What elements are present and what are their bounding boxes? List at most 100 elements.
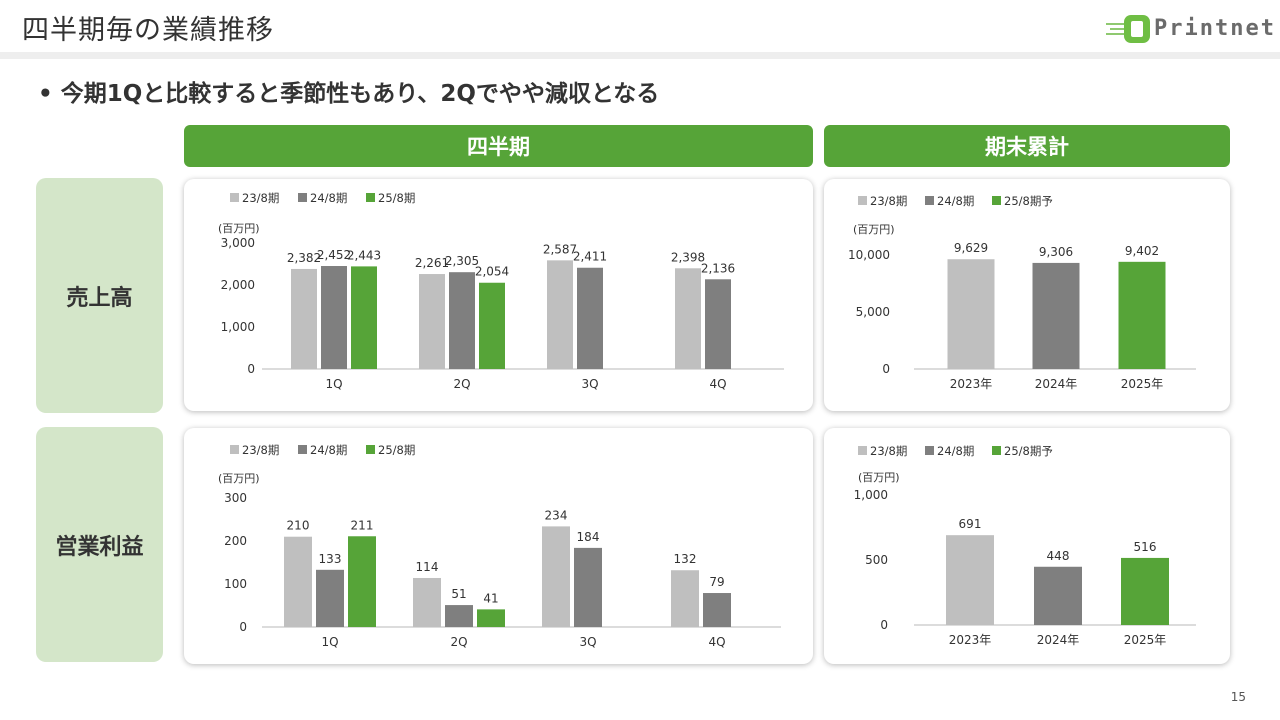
bar bbox=[574, 547, 602, 627]
logo-wordmark: Printnet bbox=[1154, 16, 1276, 41]
bar bbox=[703, 593, 731, 627]
header-cumulative: 期末累計 bbox=[824, 125, 1230, 167]
legend-swatch bbox=[298, 193, 307, 202]
x-tick-label: 2025年 bbox=[1121, 377, 1164, 391]
bar bbox=[419, 274, 445, 369]
data-label: 2,054 bbox=[475, 265, 509, 279]
legend-label: 24/8期 bbox=[310, 191, 347, 205]
bar bbox=[1118, 261, 1166, 369]
data-label: 2,398 bbox=[671, 250, 705, 264]
x-tick-label: 2Q bbox=[450, 635, 467, 649]
bar bbox=[705, 279, 731, 369]
bar bbox=[1121, 557, 1169, 625]
data-label: 51 bbox=[451, 587, 466, 601]
bar bbox=[542, 526, 570, 627]
y-tick-label: 200 bbox=[224, 534, 247, 548]
legend-swatch bbox=[992, 446, 1001, 455]
x-tick-label: 2025年 bbox=[1124, 633, 1167, 647]
row-label-operating-income: 営業利益 bbox=[36, 427, 163, 662]
y-tick-label: 1,000 bbox=[854, 488, 888, 502]
legend-label: 23/8期 bbox=[242, 443, 279, 457]
page-title: 四半期毎の業績推移 bbox=[22, 15, 274, 46]
data-label: 9,402 bbox=[1125, 244, 1159, 258]
data-label: 2,305 bbox=[445, 254, 479, 268]
x-tick-label: 3Q bbox=[581, 377, 598, 391]
y-tick-label: 10,000 bbox=[848, 248, 890, 262]
row-label-sales: 売上高 bbox=[36, 178, 163, 413]
bar bbox=[284, 536, 312, 627]
chart-card-cumulative-op-income: 23/8期 24/8期 25/8期予 (百万円) 0 500 1,000 691 2023年 44… bbox=[824, 428, 1230, 664]
unit-label: (百万円) bbox=[858, 471, 900, 484]
data-label: 114 bbox=[416, 560, 439, 574]
bar bbox=[449, 272, 475, 369]
x-tick-label: 3Q bbox=[579, 635, 596, 649]
data-label: 41 bbox=[483, 591, 498, 605]
data-label: 2,382 bbox=[287, 251, 321, 265]
x-tick-label: 2024年 bbox=[1035, 377, 1078, 391]
x-tick-label: 2023年 bbox=[949, 633, 992, 647]
y-tick-label: 0 bbox=[882, 362, 890, 376]
x-tick-label: 2Q bbox=[453, 377, 470, 391]
bar bbox=[946, 535, 994, 625]
bar bbox=[413, 577, 441, 627]
data-label: 516 bbox=[1134, 540, 1157, 554]
legend-swatch bbox=[925, 446, 934, 455]
legend-swatch bbox=[858, 196, 867, 205]
legend-label: 24/8期 bbox=[937, 444, 974, 458]
data-label: 2,443 bbox=[347, 248, 381, 262]
x-tick-label: 1Q bbox=[325, 377, 342, 391]
x-tick-label: 2023年 bbox=[950, 377, 993, 391]
x-tick-label: 1Q bbox=[321, 635, 338, 649]
page-number: 15 bbox=[1230, 690, 1246, 704]
data-label: 9,629 bbox=[954, 241, 988, 255]
legend-label: 24/8期 bbox=[310, 443, 347, 457]
quarterly-op-income-chart: 23/8期 24/8期 25/8期 (百万円) 0 100 200 300 210 133 211 1… bbox=[218, 443, 781, 649]
x-tick-label: 4Q bbox=[708, 635, 725, 649]
bar bbox=[577, 267, 603, 369]
unit-label: (百万円) bbox=[853, 223, 895, 236]
legend-swatch bbox=[298, 445, 307, 454]
bar bbox=[1034, 566, 1082, 625]
bar bbox=[947, 259, 995, 369]
data-label: 184 bbox=[577, 530, 600, 544]
chart-card-quarterly-sales: 23/8期 24/8期 25/8期 (百万円) 0 1,000 2,000 3,000 2,38… bbox=[184, 179, 813, 411]
legend-swatch bbox=[366, 445, 375, 454]
data-label: 2,587 bbox=[543, 242, 577, 256]
chart-card-quarterly-op-income: 23/8期 24/8期 25/8期 (百万円) 0 100 200 300 210 133 211 1… bbox=[184, 428, 813, 664]
legend-label: 25/8期予 bbox=[1004, 194, 1053, 208]
y-tick-label: 0 bbox=[880, 618, 888, 632]
bar bbox=[445, 605, 473, 627]
legend-label: 23/8期 bbox=[870, 194, 907, 208]
y-tick-label: 5,000 bbox=[856, 305, 890, 319]
data-label: 133 bbox=[319, 552, 342, 566]
data-label: 210 bbox=[287, 519, 310, 533]
bar bbox=[675, 268, 701, 369]
x-tick-label: 2024年 bbox=[1037, 633, 1080, 647]
legend-label: 23/8期 bbox=[242, 191, 279, 205]
legend-swatch bbox=[230, 193, 239, 202]
legend-swatch bbox=[925, 196, 934, 205]
x-tick-label: 4Q bbox=[709, 377, 726, 391]
quarterly-sales-chart: 23/8期 24/8期 25/8期 (百万円) 0 1,000 2,000 3,000 2,38… bbox=[218, 191, 784, 391]
chart-card-cumulative-sales: 23/8期 24/8期 25/8期予 (百万円) 0 5,000 10,000 9,629 20… bbox=[824, 179, 1230, 411]
y-tick-label: 300 bbox=[224, 491, 247, 505]
unit-label: (百万円) bbox=[218, 472, 260, 485]
bar bbox=[547, 260, 573, 369]
legend-swatch bbox=[858, 446, 867, 455]
y-tick-label: 0 bbox=[247, 362, 255, 376]
header-quarterly: 四半期 bbox=[184, 125, 813, 167]
legend-label: 23/8期 bbox=[870, 444, 907, 458]
y-tick-label: 2,000 bbox=[221, 278, 255, 292]
data-label: 448 bbox=[1047, 549, 1070, 563]
legend-label: 25/8期予 bbox=[1004, 444, 1053, 458]
data-label: 234 bbox=[545, 508, 568, 522]
data-label: 2,136 bbox=[701, 261, 735, 275]
bar bbox=[348, 536, 376, 627]
headline-bullet: • 今期1Qと比較すると季節性もあり、2Qでやや減収となる bbox=[38, 81, 660, 107]
bar bbox=[479, 282, 505, 369]
y-tick-label: 3,000 bbox=[221, 236, 255, 250]
bar bbox=[351, 266, 377, 369]
printnet-logo: Printnet bbox=[1104, 10, 1274, 46]
bar bbox=[477, 609, 505, 627]
y-tick-label: 100 bbox=[224, 577, 247, 591]
